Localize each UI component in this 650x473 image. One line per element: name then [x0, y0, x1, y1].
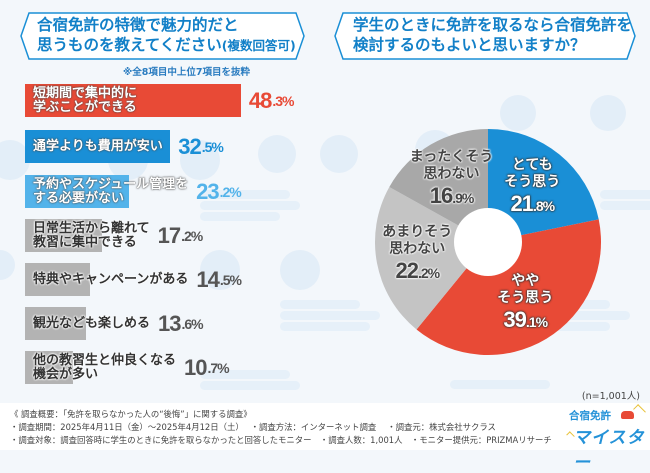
- bar-label: 他の教習生と仲良くなる 機会が多い: [33, 352, 177, 382]
- donut-slice: [488, 129, 599, 242]
- bg-cloud: [590, 95, 626, 131]
- survey-footer: 《 調査概要：「免許を取らなかった人の“後悔”」に関する調査》 ・調査期間：20…: [0, 403, 650, 450]
- bg-stripe: [200, 201, 300, 210]
- bg-cloud: [500, 95, 536, 131]
- chart-note: ※全8項目中上位7項目を抜粋: [123, 67, 250, 78]
- bg-stripe: [600, 190, 650, 199]
- slice-percent: 22.2%: [395, 258, 440, 284]
- bar: [25, 307, 86, 340]
- bg-cloud: [280, 250, 320, 290]
- left-title-suffix: (複数回答可): [221, 38, 296, 53]
- right-title-line1: 学生のときに免許を取るなら合宿免許を: [353, 16, 633, 34]
- slice-category: やや そう思う: [497, 272, 554, 306]
- donut-slice: [374, 186, 488, 330]
- bar-label: 予約やスケジュール管理を する必要がない: [33, 176, 189, 206]
- bg-stripe: [450, 380, 550, 389]
- logo-line1: 合宿免許: [569, 410, 611, 422]
- footer-survey-summary: 《 調査概要：「免許を取らなかった人の“後悔”」に関する調査》: [10, 409, 252, 419]
- donut-slice-label: まったくそう 思わない 16.9%: [410, 149, 493, 211]
- bar-label: 観光なども楽しめる: [33, 315, 151, 331]
- donut-slice-label: やや そう思う 39.1%: [497, 273, 553, 335]
- bar: [25, 175, 129, 208]
- logo-line2: マイスター: [573, 428, 645, 473]
- slice-category: とても そう思う: [504, 156, 561, 190]
- bg-stripe: [200, 370, 290, 379]
- bg-stripe: [200, 381, 300, 390]
- slice-category: あまりそう 思わない: [382, 224, 453, 258]
- bar: [25, 351, 73, 384]
- donut-hole: [454, 208, 522, 276]
- bg-cloud: [0, 250, 15, 280]
- bg-stripe: [600, 201, 650, 210]
- right-title-line2: 検討するのもよいと思いますか？: [353, 36, 586, 54]
- left-title-line2: 思うものを教えてください: [37, 36, 222, 54]
- bg-cloud: [258, 135, 296, 173]
- left-chart-title: 合宿免許の特徴で魅力的だと 思うものを教えてください(複数回答可): [37, 15, 296, 56]
- bar: [25, 219, 102, 252]
- bar-value-label: 32.5%: [178, 133, 224, 159]
- bg-stripe: [520, 311, 630, 320]
- donut-slice-label: あまりそう 思わない 22.2%: [382, 224, 452, 286]
- slice-percent: 21.8%: [510, 190, 555, 216]
- donut-chart: [374, 129, 601, 356]
- donut-slice: [389, 129, 488, 242]
- left-title-frame: [20, 12, 305, 60]
- sample-size-note: (n=1,001人): [581, 391, 640, 402]
- slice-percent: 39.1%: [503, 306, 548, 332]
- bg-cloud: [180, 140, 220, 180]
- car-icon: [621, 411, 634, 419]
- bg-stripe: [280, 300, 360, 309]
- bar-label: 通学よりも費用が安い: [33, 138, 163, 154]
- right-title-frame: [334, 12, 636, 60]
- bar-label: 短期間で集中的に 学ぶことができる: [33, 85, 138, 115]
- bg-stripe: [280, 322, 370, 331]
- bar-value-label: 17.2%: [157, 222, 204, 248]
- bar-label: 日常生活から離れて 教習に集中できる: [33, 220, 150, 250]
- bar: [25, 84, 241, 117]
- footer-survey-target: ・調査対象：調査回答時に学生のときに免許を取らなかったと回答したモニター ・調査…: [10, 435, 552, 445]
- bg-cloud: [320, 135, 358, 173]
- bar-value-label: 13.6%: [158, 310, 204, 336]
- left-title-line1: 合宿免許の特徴で魅力的だと: [37, 16, 239, 34]
- bg-cloud: [200, 250, 240, 290]
- slice-percent: 16.9%: [429, 182, 475, 208]
- bar: [25, 130, 171, 163]
- bar-value-label: 14.5%: [196, 266, 242, 292]
- bar: [25, 263, 90, 296]
- roof-icon: [633, 404, 646, 417]
- bg-stripe: [200, 190, 290, 199]
- footer-survey-period: ・調査期間：2025年4月11日（金）～2025年4月12日（土） ・調査方法：…: [10, 422, 496, 432]
- bar-label: 特典やキャンペーンがある: [33, 271, 189, 287]
- bg-stripe: [200, 212, 280, 221]
- bar-value-label: 48.3%: [248, 87, 295, 113]
- bar-value-label: 10.7%: [184, 354, 230, 380]
- bar-value-label: 23.2%: [196, 178, 242, 204]
- bg-stripe: [280, 311, 380, 320]
- slice-category: まったくそう 思わない: [409, 148, 494, 182]
- brand-logo: 合宿免許 マイスター: [565, 404, 646, 473]
- donut-slice-label: とても そう思う 21.8%: [504, 157, 560, 219]
- right-chart-title: 学生のときに免許を取るなら合宿免許を 検討するのもよいと思いますか？: [353, 15, 632, 55]
- donut-slice: [416, 219, 601, 356]
- bg-stripe: [520, 322, 610, 331]
